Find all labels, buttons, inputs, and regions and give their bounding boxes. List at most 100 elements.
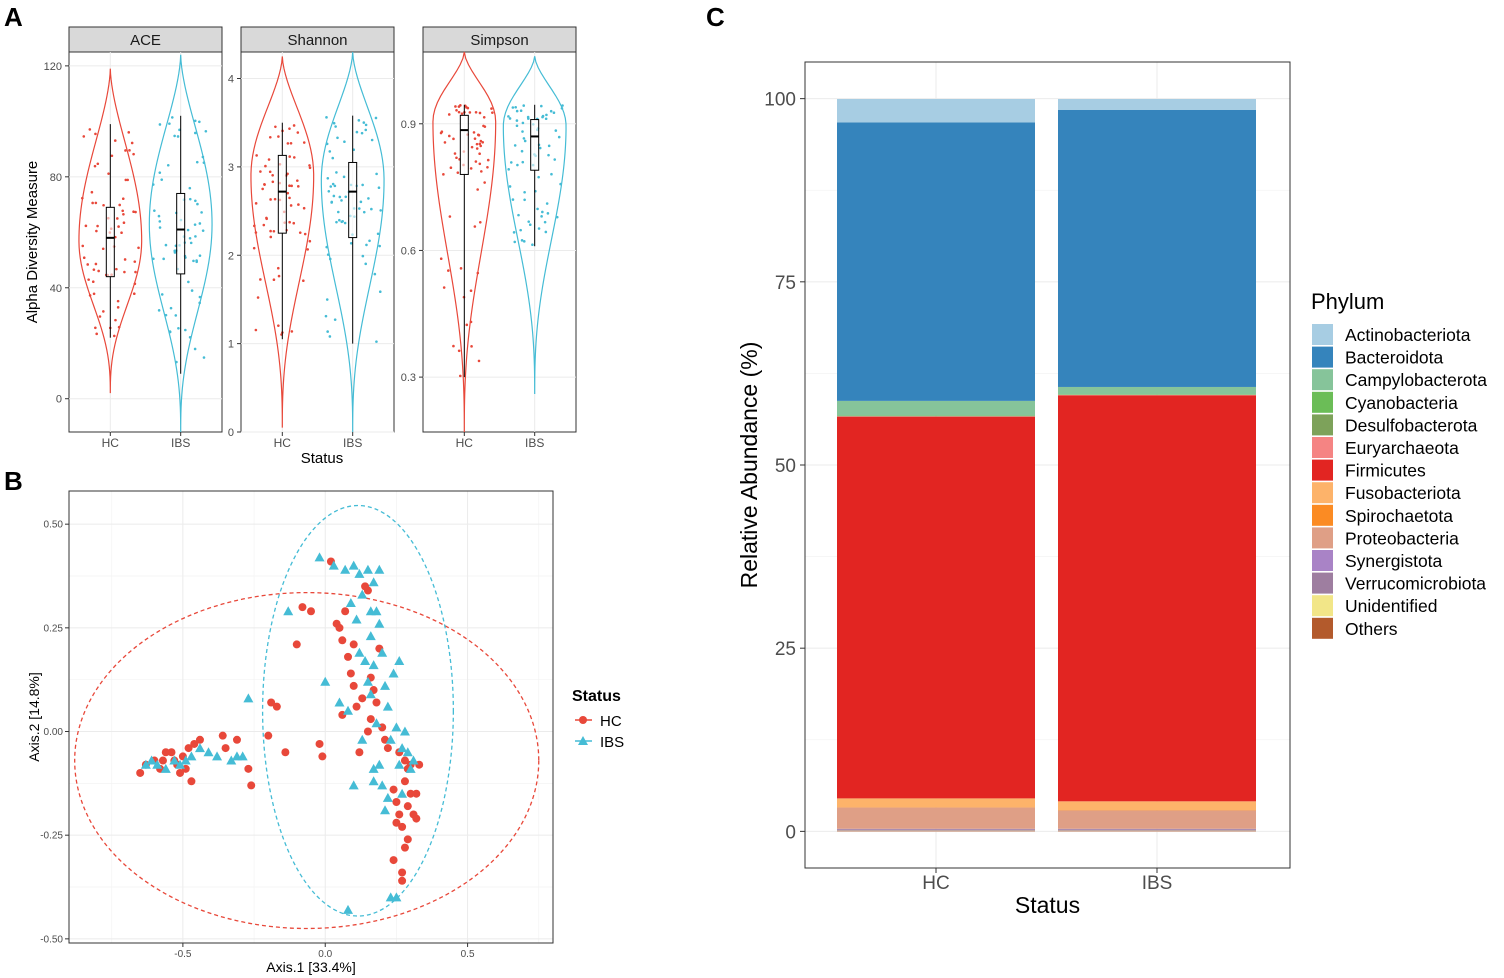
point-ibs xyxy=(341,219,344,223)
point-ibs xyxy=(175,360,178,364)
point-hc xyxy=(335,623,344,632)
point-hc xyxy=(190,739,199,748)
point-ibs xyxy=(515,124,519,128)
legend-label: Fusobacteriota xyxy=(1345,483,1461,503)
point-ibs xyxy=(166,163,170,167)
point-ibs xyxy=(361,254,365,258)
point-ibs xyxy=(348,780,359,790)
legend-label-ibs: IBS xyxy=(600,734,624,751)
point-ibs xyxy=(168,330,172,334)
point-ibs xyxy=(146,755,157,765)
point-ibs xyxy=(358,207,361,210)
point-hc xyxy=(372,698,381,707)
point-hc xyxy=(272,702,281,711)
point-ibs xyxy=(338,195,342,199)
point-hc xyxy=(114,318,117,322)
point-ibs xyxy=(526,115,530,119)
point-hc xyxy=(473,225,477,228)
point-hc xyxy=(288,196,291,200)
point-hc xyxy=(478,152,481,155)
y-tick-label: 1 xyxy=(228,339,234,351)
point-hc xyxy=(308,166,312,170)
point-ibs xyxy=(511,198,515,201)
point-hc xyxy=(292,221,296,225)
y-tick-label: 0.00 xyxy=(44,727,64,738)
point-ibs xyxy=(373,272,377,276)
point-hc xyxy=(476,271,480,275)
point-ibs xyxy=(326,330,329,333)
point-ibs xyxy=(364,128,368,132)
point-ibs xyxy=(326,253,330,256)
point-hc xyxy=(252,246,256,250)
point-ibs xyxy=(325,298,329,301)
point-hc xyxy=(470,345,473,348)
point-ibs xyxy=(376,232,380,236)
point-ibs xyxy=(544,230,548,234)
relative-abundance-chart: 0 25 50 75 100 HC IBS Status Relative Abundance … xyxy=(736,61,1487,918)
point-ibs xyxy=(187,280,190,284)
point-hc xyxy=(263,183,266,186)
point-ibs xyxy=(283,606,294,616)
point-ibs xyxy=(174,314,178,317)
point-hc xyxy=(269,198,272,201)
y-tick-label: 40 xyxy=(50,283,62,295)
point-ibs xyxy=(549,109,553,113)
point-ibs xyxy=(190,289,194,292)
point-hc xyxy=(121,209,125,213)
point-ibs xyxy=(560,106,564,110)
point-ibs xyxy=(332,121,336,125)
point-hc xyxy=(268,170,272,174)
point-hc xyxy=(286,191,290,195)
point-hc xyxy=(187,777,196,786)
point-hc xyxy=(440,130,444,134)
point-ibs xyxy=(528,223,532,227)
point-hc xyxy=(94,326,97,330)
facet-strip-label: Simpson xyxy=(470,32,528,49)
point-ibs xyxy=(357,589,368,599)
point-ibs xyxy=(522,240,526,243)
point-ibs xyxy=(195,259,198,262)
point-hc xyxy=(383,744,392,753)
point-hc xyxy=(218,731,227,740)
facet-strip xyxy=(68,26,223,53)
bar-segment xyxy=(837,829,1035,831)
point-ibs xyxy=(327,189,331,193)
point-hc xyxy=(457,349,461,353)
point-hc xyxy=(112,334,116,338)
point-ibs xyxy=(531,243,534,247)
point-ibs xyxy=(343,221,347,225)
point-ibs xyxy=(170,116,174,119)
point-hc xyxy=(123,258,127,261)
point-hc xyxy=(296,131,300,134)
point-hc xyxy=(459,104,462,107)
point-ibs xyxy=(328,257,332,261)
point-ibs xyxy=(550,172,553,176)
point-hc xyxy=(490,107,493,110)
facet-strip-label: Shannon xyxy=(287,32,347,49)
point-ibs xyxy=(553,158,557,161)
y-tick-label: 80 xyxy=(50,172,62,184)
point-hc xyxy=(479,139,483,143)
box-iqr xyxy=(459,114,469,175)
point-hc xyxy=(254,328,258,332)
y-tick-label: 2 xyxy=(228,250,234,262)
point-hc xyxy=(474,160,478,163)
point-ibs xyxy=(368,763,379,773)
point-hc xyxy=(272,278,276,282)
point-ibs xyxy=(509,161,513,164)
point-ibs xyxy=(368,776,379,786)
point-ibs xyxy=(508,117,512,120)
y-tick-label: 0 xyxy=(228,427,234,439)
point-ibs xyxy=(408,755,419,765)
point-ibs xyxy=(226,755,237,765)
bar-segment xyxy=(1058,395,1256,802)
point-hc xyxy=(290,184,293,188)
point-hc xyxy=(268,135,272,139)
point-hc xyxy=(261,187,264,191)
point-hc xyxy=(442,173,445,176)
bar-segment xyxy=(837,416,1035,799)
point-hc xyxy=(455,108,458,112)
point-ibs xyxy=(521,130,524,133)
legend-label: Cyanobacteria xyxy=(1345,393,1458,413)
point-ibs xyxy=(162,257,165,261)
